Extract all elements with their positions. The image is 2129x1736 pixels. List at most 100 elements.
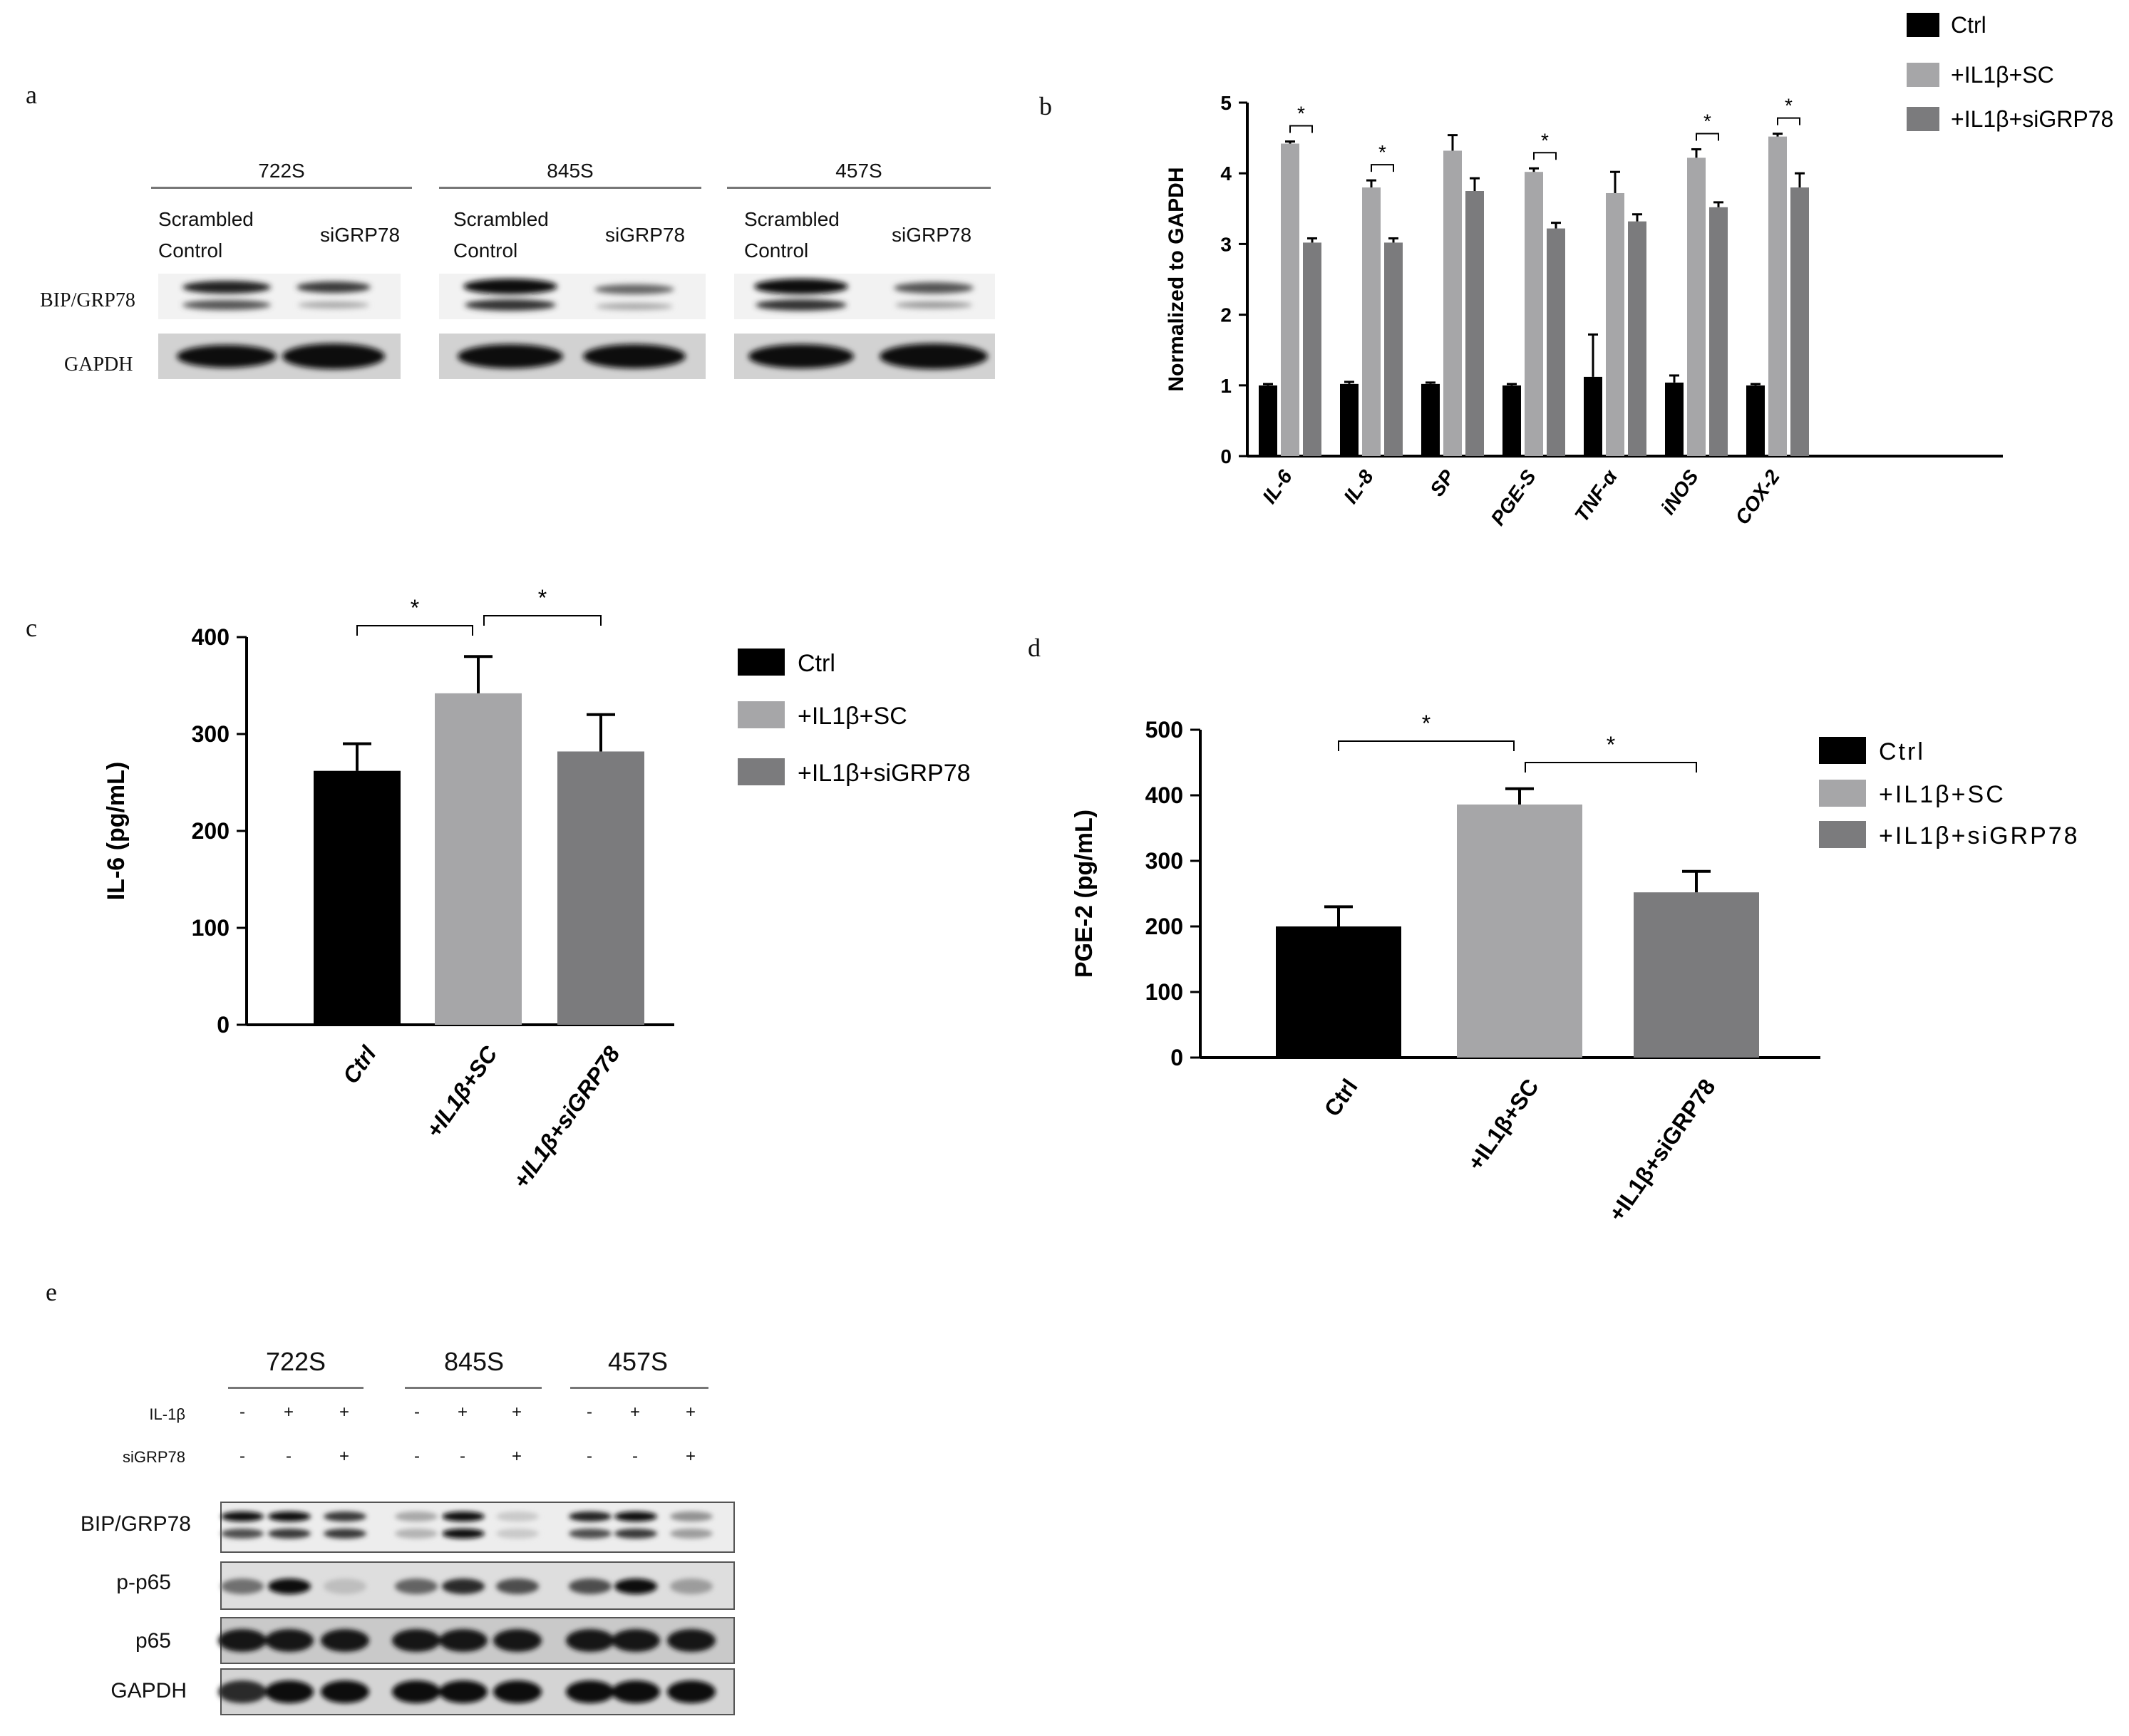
blot-e-band bbox=[566, 1629, 614, 1652]
chart-d-xtick-label: +IL1β+SC bbox=[1463, 1074, 1544, 1175]
blot-e-mark: - bbox=[414, 1402, 420, 1422]
blot-e-group-line bbox=[405, 1387, 542, 1389]
blot-e-mark: + bbox=[685, 1402, 696, 1422]
chart-b-bar bbox=[1768, 136, 1787, 456]
chart-b-bar bbox=[1709, 207, 1728, 456]
panel-label-c: c bbox=[26, 614, 37, 642]
chart-b-legend-label: +IL1β+SC bbox=[1951, 62, 2054, 88]
blot-e-band bbox=[392, 1680, 440, 1703]
chart-c-legend-swatch bbox=[738, 758, 785, 785]
chart-d-sig-star: * bbox=[1607, 732, 1615, 758]
chart-b-bar bbox=[1443, 150, 1462, 456]
chart-b-sig-star: * bbox=[1378, 141, 1386, 163]
chart-b-sig-bracket bbox=[1289, 125, 1313, 133]
blot-e-group-845s: 845S bbox=[443, 1347, 505, 1376]
chart-b-bar bbox=[1547, 228, 1565, 456]
blot-e-band bbox=[614, 1512, 657, 1521]
chart-c-ytick-label: 400 bbox=[192, 624, 230, 650]
chart-b-ytick-label: 2 bbox=[1220, 304, 1232, 326]
blot-e-band bbox=[670, 1579, 713, 1594]
blot-e-band bbox=[614, 1579, 657, 1594]
chart-c-bar bbox=[435, 693, 522, 1025]
blot-e-band bbox=[670, 1512, 713, 1521]
chart-d-xtick-label: Ctrl bbox=[1319, 1074, 1363, 1121]
chart-c-legend-label: Ctrl bbox=[798, 650, 835, 677]
blot-e-band bbox=[268, 1512, 311, 1521]
chart-d-bar bbox=[1276, 926, 1401, 1058]
blot-e-band bbox=[493, 1629, 542, 1652]
blot-a-group-722s: 722S bbox=[258, 160, 305, 182]
blot-e-band bbox=[612, 1680, 660, 1703]
chart-b-ytick-label: 1 bbox=[1220, 375, 1232, 397]
blot-e-band bbox=[395, 1529, 438, 1539]
blot-e-treatment-sigrp78: siGRP78 bbox=[122, 1448, 185, 1466]
chart-b-sig-star: * bbox=[1541, 129, 1549, 151]
panel-label-b: b bbox=[1039, 92, 1052, 120]
blot-e-mark: + bbox=[457, 1402, 468, 1422]
chart-c-legend-label: +IL1β+siGRP78 bbox=[798, 760, 971, 787]
blot-e-band bbox=[439, 1629, 488, 1652]
chart-b-xtick-label: IL-8 bbox=[1339, 465, 1378, 507]
blot-a-group-line bbox=[151, 187, 412, 189]
blot-e-row-gapdh: GAPDH bbox=[110, 1679, 187, 1703]
blot-e-treatment-il1b: IL-1β bbox=[149, 1405, 185, 1423]
chart-b-legend-label: Ctrl bbox=[1951, 12, 1986, 38]
chart-d-ytick-label: 500 bbox=[1145, 717, 1183, 743]
chart-c-legend-swatch bbox=[738, 649, 785, 676]
chart-d-sig-bracket bbox=[1338, 740, 1515, 751]
chart-b-bar bbox=[1665, 382, 1684, 456]
chart-b-xtick-label: PGE-S bbox=[1487, 465, 1541, 529]
chart-b-bar bbox=[1421, 383, 1440, 456]
blot-e-band bbox=[221, 1579, 264, 1594]
chart-d-ytick-label: 400 bbox=[1145, 782, 1183, 808]
chart-b-legend-swatch bbox=[1907, 13, 1939, 37]
blot-e-mark: + bbox=[283, 1402, 294, 1422]
chart-d-legend-label: +IL1β+siGRP78 bbox=[1879, 822, 2080, 849]
blot-e-band bbox=[395, 1512, 438, 1521]
chart-b-ytick-label: 3 bbox=[1220, 233, 1232, 255]
blot-e-mark: - bbox=[414, 1447, 420, 1466]
chart-d-bar bbox=[1457, 804, 1582, 1058]
chart-b-xtick-label: SP bbox=[1426, 465, 1459, 500]
chart-b: 0 1 2 3 4 5 Normalized to GAPDH * IL-6 * IL-8 SP * PG… bbox=[1165, 12, 2113, 529]
chart-c: 0 100 200 300 400 IL-6 (pg/mL) Ctrl +IL1β+SC +IL… bbox=[103, 585, 971, 1194]
chart-d-ytick-label: 200 bbox=[1145, 914, 1183, 939]
chart-b-legend-swatch bbox=[1907, 107, 1939, 131]
blot-e-band bbox=[218, 1680, 267, 1703]
blot-e-band bbox=[496, 1579, 539, 1594]
blot-a-group-line bbox=[439, 187, 701, 189]
chart-b-bar bbox=[1281, 143, 1299, 456]
blot-e-band bbox=[493, 1680, 542, 1703]
chart-d-legend-swatch bbox=[1819, 821, 1866, 848]
blot-e-mark: - bbox=[460, 1447, 465, 1466]
blot-e-band bbox=[569, 1512, 612, 1521]
chart-d-sig-star: * bbox=[1422, 711, 1430, 736]
chart-c-sig-bracket bbox=[356, 625, 473, 636]
chart-b-sig-star: * bbox=[1297, 103, 1305, 125]
blot-e-band bbox=[221, 1529, 264, 1539]
blot-e-band bbox=[667, 1680, 716, 1703]
blot-a-cond-sigrp78: siGRP78 bbox=[319, 224, 401, 246]
blot-e-band bbox=[612, 1629, 660, 1652]
blot-e-band bbox=[324, 1579, 366, 1594]
blot-a-cond-scrambled: Scrambled Control bbox=[158, 208, 254, 262]
blot-e-band bbox=[442, 1529, 485, 1539]
chart-c-bar bbox=[314, 770, 401, 1025]
chart-c-sig-star: * bbox=[411, 595, 419, 621]
blot-e-band bbox=[496, 1529, 539, 1539]
chart-c-sig-bracket bbox=[483, 615, 602, 626]
chart-d-legend-swatch bbox=[1819, 737, 1866, 764]
chart-d-legend-swatch bbox=[1819, 780, 1866, 807]
chart-d-ytick-label: 300 bbox=[1145, 848, 1183, 874]
blot-e-group-722s: 722S bbox=[265, 1347, 326, 1376]
chart-b-sig-star: * bbox=[1703, 110, 1711, 132]
blot-a-group-457s: 457S bbox=[835, 160, 882, 182]
blot-e-band bbox=[569, 1529, 612, 1539]
blot-e-band bbox=[221, 1512, 264, 1521]
blot-e-mark: - bbox=[239, 1447, 245, 1466]
blot-e-band bbox=[614, 1529, 657, 1539]
chart-d-sig-bracket bbox=[1525, 762, 1697, 773]
chart-b-ytick-label: 5 bbox=[1220, 92, 1232, 114]
chart-b-bar bbox=[1303, 242, 1321, 456]
blot-e-band bbox=[496, 1512, 539, 1521]
